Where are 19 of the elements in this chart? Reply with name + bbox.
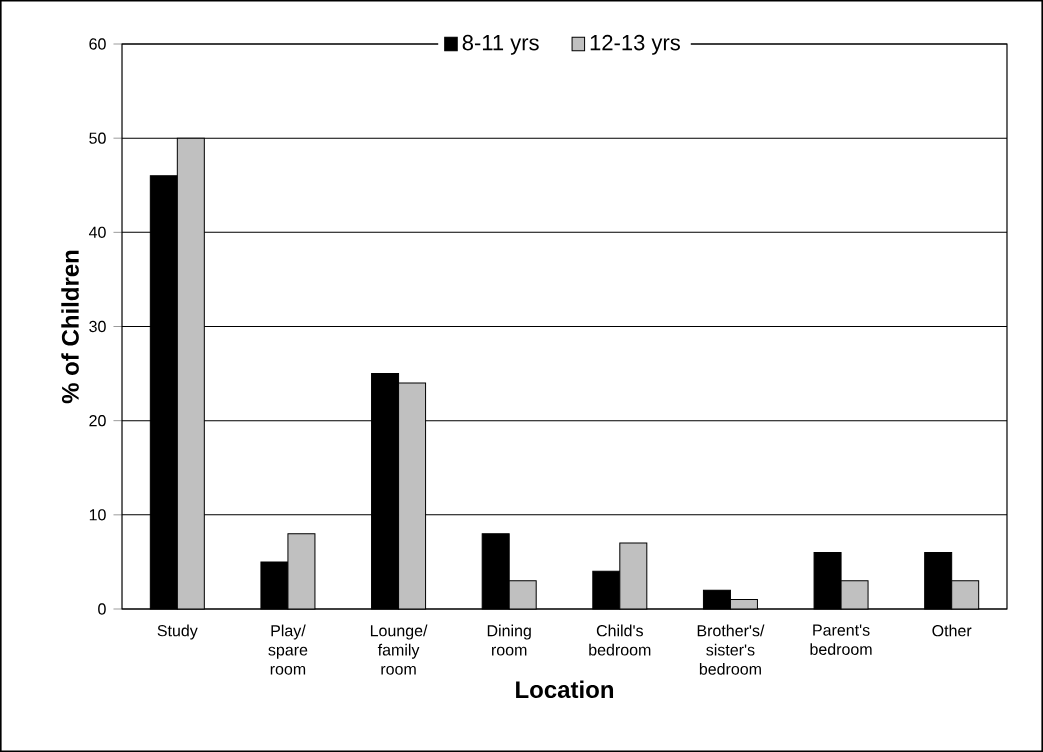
x-tick-label: Study xyxy=(157,624,198,640)
x-axis-title: Location xyxy=(516,680,614,699)
y-tick-label: 20 xyxy=(89,415,106,427)
x-tick-label: Child's bedroom xyxy=(589,624,651,656)
legend-label: 8-11 yrs xyxy=(462,34,539,55)
y-axis-title: % of Children xyxy=(61,250,79,404)
x-tick-label: Dining room xyxy=(487,624,531,656)
y-tick-label: 10 xyxy=(89,509,106,521)
y-tick-label: 40 xyxy=(88,226,106,239)
y-tick-label: 60 xyxy=(89,38,106,50)
y-tick-label: 30 xyxy=(89,320,106,333)
y-tick-label: 50 xyxy=(89,132,106,144)
legend-label: 12-13 yrs xyxy=(590,34,680,55)
x-tick-label: Parent's bedroom xyxy=(810,624,872,655)
x-tick-label: Other xyxy=(932,624,972,637)
y-tick-label: 0 xyxy=(98,603,106,615)
x-tick-label: Play/ spare room xyxy=(268,624,308,675)
x-tick-label: Brother's/ sister's bedroom xyxy=(697,624,765,675)
x-tick-label: Lounge/ family room xyxy=(370,624,428,675)
